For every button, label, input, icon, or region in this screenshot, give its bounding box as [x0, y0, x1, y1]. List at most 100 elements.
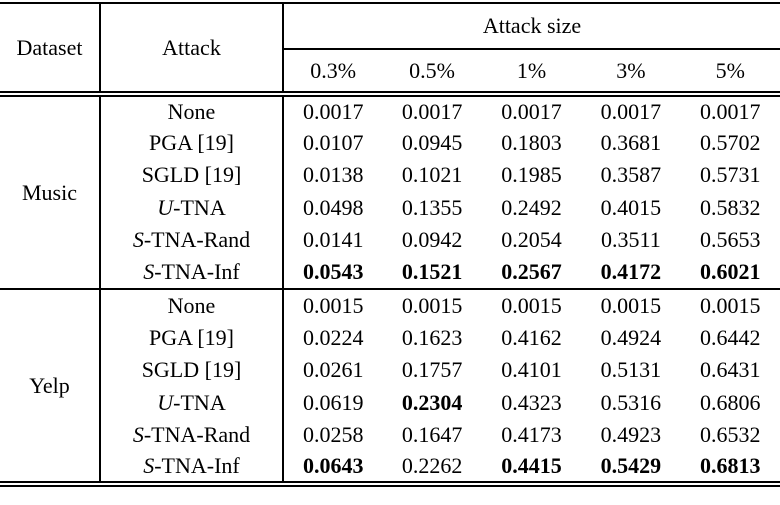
value-cell: 0.3587	[600, 162, 662, 188]
value-cell: 0.1757	[401, 357, 463, 383]
value-cell: 0.1021	[401, 162, 463, 188]
attack-label: U-TNA	[100, 386, 284, 419]
value-cell: 0.4923	[600, 422, 662, 448]
value-cell: 0.2262	[401, 453, 463, 479]
attack-name-text: SGLD [19]	[141, 162, 242, 188]
attack-name-text: -TNA-Inf	[154, 259, 240, 285]
table-row: PGA [19] 0.0224 0.1623 0.4162 0.4924 0.6442	[0, 321, 780, 354]
attack-name-text: None	[167, 292, 216, 318]
attack-name-text: -TNA-Rand	[143, 422, 251, 448]
value-cell: 0.0015	[501, 292, 562, 318]
value-cell: 0.6021	[680, 256, 780, 290]
value-cell: 0.0107	[302, 129, 364, 155]
value-cell: 0.0141	[302, 227, 364, 253]
attack-label: S-TNA-Inf	[100, 256, 284, 290]
attack-name-text: SGLD [19]	[141, 357, 242, 383]
attack-label: None	[100, 289, 284, 322]
value-cell: 0.3511	[601, 227, 661, 253]
results-table: Dataset Attack Attack size 0.3% 0.5% 1% …	[0, 2, 780, 487]
col-header-attack-size: Attack size	[283, 3, 780, 50]
table-row: S-TNA-Rand 0.0258 0.1647 0.4173 0.4923 0.6532	[0, 419, 780, 452]
value-cell: 0.0017	[501, 98, 562, 124]
value-cell: 0.2054	[501, 227, 562, 253]
table-header: Dataset Attack Attack size 0.3% 0.5% 1% …	[0, 3, 780, 97]
table-row: S-TNA-Inf 0.0543 0.1521 0.2567 0.4172 0.6021	[0, 256, 780, 290]
attack-label: PGA [19]	[100, 126, 284, 159]
value-cell: 0.1803	[501, 129, 562, 155]
script-letter: S	[132, 227, 144, 253]
value-cell: 0.0017	[302, 98, 364, 124]
value-cell: 0.1985	[501, 162, 562, 188]
table-row: S-TNA-Inf 0.0643 0.2262 0.4415 0.5429 0.6813	[0, 451, 780, 484]
value-cell: 0.6431	[700, 357, 761, 383]
col-header-attack: Attack	[100, 3, 284, 97]
table-row: Yelp None 0.0015 0.0015 0.0015 0.0015 0.0015	[0, 289, 780, 484]
attack-name-text: -TNA	[173, 194, 226, 220]
header-size-row: 0.3% 0.5% 1% 3% 5%	[0, 49, 780, 97]
col-header-size-5: 5%	[680, 49, 780, 97]
value-cell: 0.0015	[401, 292, 463, 318]
script-letter: S	[143, 259, 155, 285]
attack-label: S-TNA-Rand	[100, 419, 284, 452]
value-cell: 0.0224	[302, 324, 364, 350]
value-cell: 0.0543	[283, 256, 383, 290]
value-cell: 0.0619	[302, 389, 364, 415]
value-cell: 0.0498	[302, 194, 364, 220]
value-cell: 0.0015	[302, 292, 364, 318]
attack-label: SGLD [19]	[100, 159, 284, 192]
attack-label: PGA [19]	[100, 321, 284, 354]
value-cell: 0.2567	[481, 256, 582, 290]
dataset-label-yelp: Yelp	[0, 289, 101, 484]
value-cell: 0.4172	[581, 256, 681, 290]
value-cell: 0.0017	[401, 98, 463, 124]
value-cell: 0.5702	[700, 129, 761, 155]
value-cell: 0.2304	[401, 389, 463, 415]
value-cell: 0.5653	[700, 227, 761, 253]
attack-label: U-TNA	[100, 191, 284, 224]
value-cell: 0.4924	[600, 324, 662, 350]
script-letter: U	[157, 389, 174, 415]
value-cell: 0.4173	[501, 422, 562, 448]
dataset-label-music: Music	[0, 94, 101, 290]
attack-name-text: -TNA	[173, 389, 226, 415]
value-cell: 0.4162	[501, 324, 562, 350]
value-cell: 0.0942	[401, 227, 463, 253]
value-cell: 0.5131	[600, 357, 662, 383]
value-cell: 0.4323	[501, 389, 562, 415]
attack-name-text: -TNA-Rand	[143, 227, 251, 253]
script-letter: U	[157, 194, 174, 220]
value-cell: 0.3681	[600, 129, 662, 155]
value-cell: 0.5832	[700, 194, 761, 220]
attack-name-text: PGA [19]	[149, 129, 234, 155]
attack-name-text: -TNA-Inf	[154, 453, 240, 479]
table-row: SGLD [19] 0.0138 0.1021 0.1985 0.3587 0.5731	[0, 159, 780, 192]
value-cell: 0.1521	[382, 256, 482, 290]
value-cell: 0.0017	[700, 98, 761, 124]
table-row: S-TNA-Rand 0.0141 0.0942 0.2054 0.3511 0.5653	[0, 224, 780, 257]
value-cell: 0.6806	[700, 389, 761, 415]
col-header-size-3: 3%	[581, 49, 681, 97]
script-letter: S	[143, 453, 155, 479]
table-row: SGLD [19] 0.0261 0.1757 0.4101 0.5131 0.6431	[0, 354, 780, 387]
value-cell: 0.0261	[302, 357, 364, 383]
table-row: U-TNA 0.0619 0.2304 0.4323 0.5316 0.6806	[0, 386, 780, 419]
col-header-size-1: 1%	[481, 49, 582, 97]
col-header-dataset: Dataset	[0, 3, 101, 97]
value-cell: 0.0015	[600, 292, 662, 318]
attack-label: None	[100, 94, 284, 127]
script-letter: S	[132, 422, 144, 448]
value-cell: 0.0945	[401, 129, 463, 155]
value-cell: 0.5316	[600, 389, 662, 415]
value-cell: 0.5429	[600, 453, 662, 479]
attack-label: S-TNA-Rand	[100, 224, 284, 257]
value-cell: 0.4015	[600, 194, 662, 220]
value-cell: 0.2492	[501, 194, 562, 220]
value-cell: 0.0643	[302, 453, 364, 479]
attack-label: SGLD [19]	[100, 354, 284, 387]
value-cell: 0.1647	[401, 422, 463, 448]
value-cell: 0.6813	[700, 453, 761, 479]
table-row: U-TNA 0.0498 0.1355 0.2492 0.4015 0.5832	[0, 191, 780, 224]
value-cell: 0.1623	[401, 324, 463, 350]
col-header-size-0.5: 0.5%	[382, 49, 482, 97]
